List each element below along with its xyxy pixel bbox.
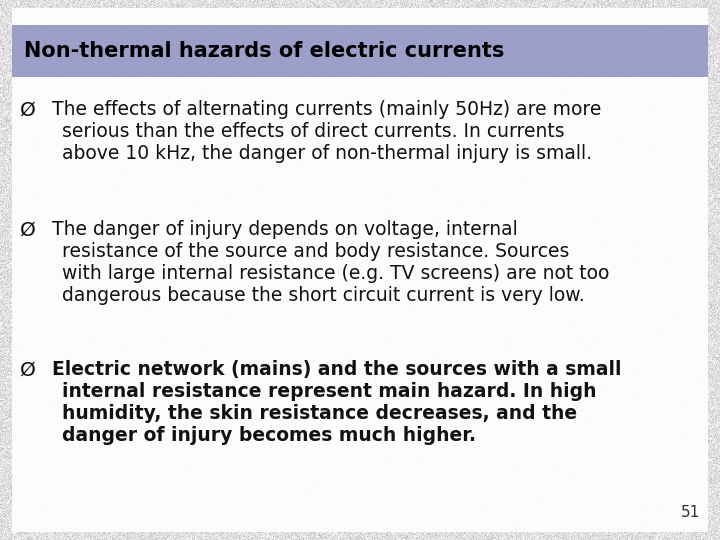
Text: dangerous because the short circuit current is very low.: dangerous because the short circuit curr… <box>62 286 585 305</box>
Text: The effects of alternating currents (mainly 50Hz) are more: The effects of alternating currents (mai… <box>52 100 601 119</box>
Text: resistance of the source and body resistance. Sources: resistance of the source and body resist… <box>62 242 570 261</box>
Text: danger of injury becomes much higher.: danger of injury becomes much higher. <box>62 426 476 445</box>
Text: Ø: Ø <box>20 100 36 119</box>
Text: humidity, the skin resistance decreases, and the: humidity, the skin resistance decreases,… <box>62 404 577 423</box>
Text: Ø: Ø <box>20 360 36 380</box>
Text: with large internal resistance (e.g. TV screens) are not too: with large internal resistance (e.g. TV … <box>62 264 609 283</box>
Text: serious than the effects of direct currents. In currents: serious than the effects of direct curre… <box>62 122 564 141</box>
Text: Non-thermal hazards of electric currents: Non-thermal hazards of electric currents <box>24 41 505 61</box>
Text: above 10 kHz, the danger of non-thermal injury is small.: above 10 kHz, the danger of non-thermal … <box>62 144 592 163</box>
Text: The danger of injury depends on voltage, internal: The danger of injury depends on voltage,… <box>52 220 518 239</box>
Text: Ø: Ø <box>20 220 36 239</box>
Text: internal resistance represent main hazard. In high: internal resistance represent main hazar… <box>62 382 596 401</box>
FancyBboxPatch shape <box>12 8 708 532</box>
FancyBboxPatch shape <box>12 25 708 77</box>
Text: 51: 51 <box>680 505 700 520</box>
Text: Electric network (mains) and the sources with a small: Electric network (mains) and the sources… <box>52 360 621 379</box>
